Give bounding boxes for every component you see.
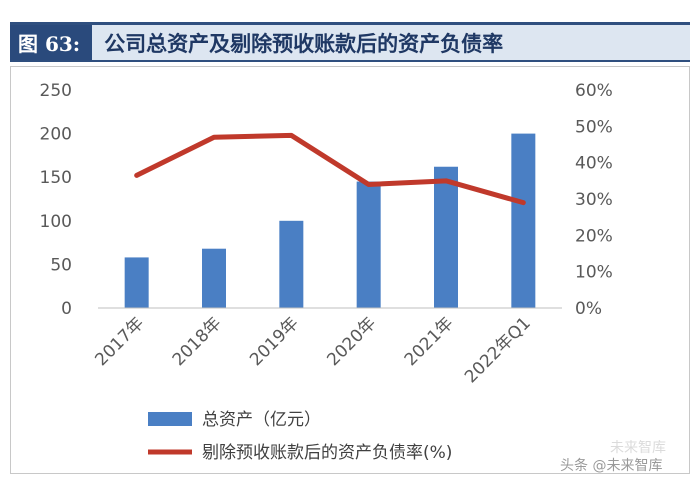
- x-tick-label: 2021年: [401, 313, 458, 370]
- figure-number: 图 63:: [10, 25, 93, 60]
- left-tick-label: 0: [61, 299, 72, 319]
- figure-title: 公司总资产及剔除预收账款后的资产负债率: [104, 30, 504, 56]
- bar-series: [124, 133, 536, 308]
- left-tick-label: 150: [40, 168, 72, 188]
- x-tick-label: 2020年: [323, 313, 380, 370]
- x-tick-label: 2022年Q1: [461, 313, 535, 387]
- legend-bar-swatch: [148, 412, 192, 426]
- bar-5: [511, 133, 536, 308]
- watermark-faint: 未来智库: [610, 440, 666, 456]
- right-tick-label: 0%: [575, 299, 602, 319]
- bar-4: [434, 166, 458, 308]
- left-tick-label: 250: [40, 81, 72, 101]
- line-series-path: [134, 132, 526, 206]
- bar-1: [202, 248, 226, 308]
- left-tick-label: 100: [40, 212, 72, 232]
- x-tick-label: 2018年: [169, 313, 226, 370]
- x-axis-ticks: 2017年 2018年 2019年 2020年 2021年 2022年Q1: [91, 313, 534, 387]
- right-tick-label: 20%: [575, 226, 613, 246]
- line-series: [134, 132, 526, 206]
- chart-frame: [10, 66, 690, 474]
- legend-bar-label: 总资产（亿元）: [202, 410, 321, 430]
- right-axis-ticks: 0% 10% 20% 30% 40% 50% 60%: [575, 81, 613, 319]
- right-tick-label: 60%: [575, 81, 613, 101]
- figure-title-bar: 图 63: 公司总资产及剔除预收账款后的资产负债率: [10, 22, 690, 62]
- bar-3: [356, 181, 381, 308]
- right-tick-label: 10%: [575, 263, 613, 283]
- x-tick-label: 2019年: [246, 313, 303, 370]
- left-tick-label: 200: [40, 125, 72, 145]
- right-tick-label: 30%: [575, 190, 613, 210]
- left-axis-ticks: 0 50 100 150 200 250: [40, 81, 72, 319]
- right-tick-label: 50%: [575, 117, 613, 137]
- legend: 总资产（亿元） 剔除预收账款后的资产负债率(%): [148, 410, 452, 463]
- bar-0: [124, 257, 149, 308]
- watermark-source: 头条 @未来智库: [560, 457, 662, 474]
- x-tick-label: 2017年: [91, 313, 148, 370]
- bar-2: [279, 220, 304, 308]
- left-tick-label: 50: [50, 255, 72, 275]
- legend-line-label: 剔除预收账款后的资产负债率(%): [202, 443, 452, 463]
- right-tick-label: 40%: [575, 154, 613, 174]
